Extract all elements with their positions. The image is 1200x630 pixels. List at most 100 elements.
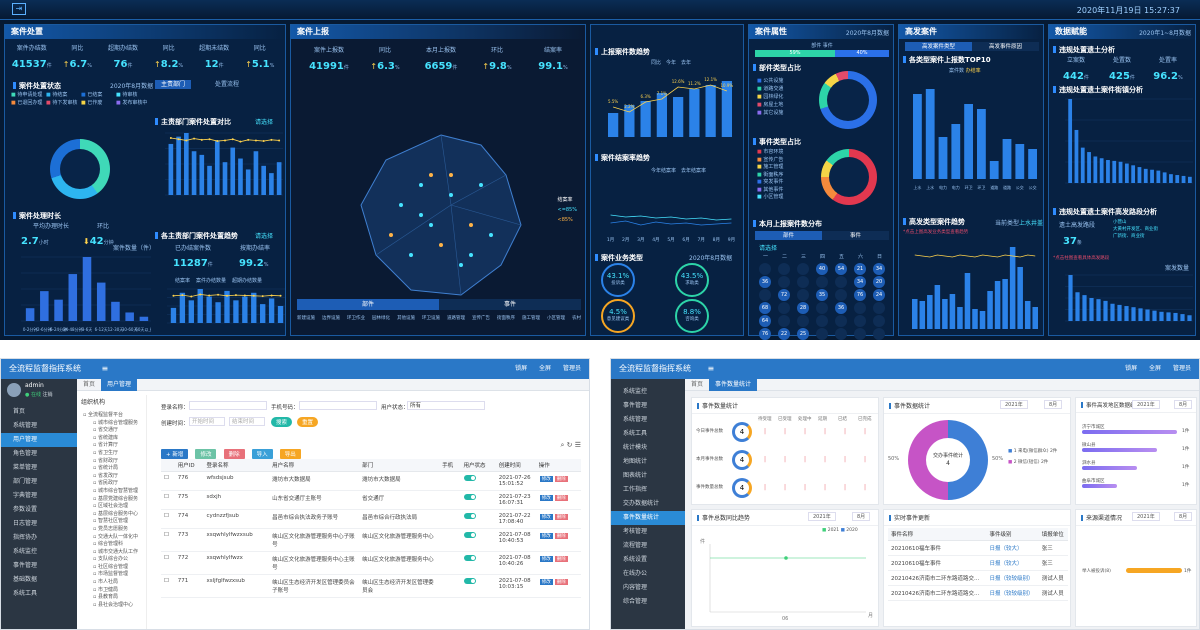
table-row[interactable]: 20210426济南市二环东路道路交... 日报（较较级别） 测试人员 (888, 570, 1068, 586)
tree-node[interactable]: ▫ 区域社会治理 (93, 503, 128, 510)
sidebar-item[interactable]: 系统监控 (13, 548, 38, 555)
row-checkbox[interactable]: ☐ (161, 490, 175, 510)
column-header[interactable]: 用户ID (174, 459, 204, 472)
trend-select[interactable]: 请选择 (255, 233, 274, 240)
map-category[interactable]: 新建设施 (297, 316, 315, 321)
row-edit-button[interactable]: 修改 (539, 579, 553, 585)
sidebar-item[interactable]: 系统工具 (623, 430, 648, 437)
sidebar-item[interactable]: 日志管理 (13, 520, 38, 527)
calendar-day[interactable]: 76 (759, 328, 771, 340)
city-map[interactable] (331, 115, 551, 315)
sidebar-item[interactable]: 字典管理 (13, 492, 38, 499)
column-header[interactable]: 创建时间 (495, 459, 536, 472)
tree-node[interactable]: ▫ 党员志愿服务 (93, 525, 128, 532)
map-category[interactable]: 环卫作业 (347, 316, 365, 321)
row-delete-button[interactable]: 删除 (554, 495, 568, 501)
column-header[interactable] (161, 459, 175, 472)
tree-node[interactable]: ▫ 城市综合管理服务 (93, 419, 138, 426)
menu-toggle-icon[interactable]: ≡ (101, 364, 109, 373)
calendar-day[interactable]: 34 (873, 263, 885, 275)
sidebar-item[interactable]: 部门管理 (13, 478, 38, 485)
map-category[interactable]: 农村管理 (572, 316, 581, 321)
tree-node[interactable]: ▫ 县社会治理中心 (93, 601, 133, 608)
table-row[interactable]: ☐ 776 wfsdsjsub 潍坊市大数据局 潍坊市大数据局 2021-07-26 15… (161, 471, 581, 491)
sidebar-item[interactable]: 统计模块 (623, 444, 648, 451)
table-row[interactable]: 20210426济南市二环东路道路交... 日报（较较级别） 测试人员 (888, 585, 1068, 601)
cal-tab-parts[interactable]: 部件 (755, 231, 822, 240)
calendar-day[interactable]: 36 (835, 302, 847, 314)
sidebar-item[interactable]: 参数设置 (13, 506, 38, 513)
tree-node[interactable]: ▫ 市人社局 (93, 579, 118, 586)
lock-screen[interactable]: 锁屏 (515, 365, 528, 372)
tree-node[interactable]: ▫ 城市交通大队工作 (93, 548, 138, 555)
calendar-day[interactable]: 64 (759, 315, 771, 327)
sidebar-item[interactable]: 交办数据统计 (623, 500, 660, 507)
calendar-day[interactable] (854, 315, 866, 327)
table-row[interactable]: ☐ 775 sdxjh 山东省交通厅主账号 省交通厅 2021-07-23 16:07:3… (161, 490, 581, 510)
calendar-day[interactable] (778, 302, 790, 314)
calendar-day[interactable]: 25 (797, 328, 809, 340)
tree-node[interactable]: ▫ 省统计局 (93, 465, 118, 472)
row-edit-button[interactable]: 修改 (539, 476, 553, 482)
import-button[interactable]: 导入 (251, 449, 273, 459)
column-header[interactable]: 用户名称 (269, 459, 360, 472)
dept-select[interactable]: 请选择 (255, 119, 274, 126)
sidebar-item[interactable]: 基础数据 (13, 576, 38, 583)
row-edit-button[interactable]: 修改 (539, 514, 553, 520)
tree-node[interactable]: ▫ 县教育局 (93, 594, 118, 601)
calendar-day[interactable] (778, 263, 790, 275)
calendar-day[interactable]: 40 (816, 263, 828, 275)
row-checkbox[interactable]: ☐ (161, 471, 175, 491)
sidebar-item[interactable]: 系统设置 (623, 556, 648, 563)
calendar-day[interactable]: 34 (854, 276, 866, 288)
calendar-day[interactable]: 20 (873, 276, 885, 288)
columns-icon[interactable]: ☰ (574, 441, 581, 449)
status-toggle[interactable] (463, 555, 476, 561)
sidebar-item[interactable]: 系统工具 (13, 590, 38, 597)
tree-node[interactable]: ▫ 省民政厅 (93, 480, 118, 487)
sidebar-item[interactable]: 系统管理 (623, 416, 648, 423)
calendar-day[interactable]: 35 (816, 289, 828, 301)
calendar-day[interactable] (816, 276, 828, 288)
cal-tab-events[interactable]: 事件 (822, 231, 889, 240)
map-category[interactable]: 街面秩序 (497, 316, 515, 321)
admin-user-menu[interactable]: 管理员 (562, 365, 581, 372)
map-category[interactable]: 边界设施 (322, 316, 340, 321)
table-row[interactable]: ☐ 772 xsqwhlylfwzx 峡山区文化旅游管理服务中心主账号 峡山区文化旅游管… (161, 551, 581, 575)
sidebar-item[interactable]: 首页 (13, 408, 26, 415)
tree-node[interactable]: ▫ 省财政厅 (93, 457, 118, 464)
calendar-day[interactable]: 24 (873, 289, 885, 301)
status-select[interactable]: 所有 (407, 401, 485, 410)
row-delete-button[interactable]: 删除 (554, 514, 568, 520)
tree-node[interactable]: ▫ 支队综合办公 (93, 556, 128, 563)
status-toggle[interactable] (463, 494, 476, 500)
calendar-day[interactable]: 36 (759, 276, 771, 288)
calendar-day[interactable] (873, 302, 885, 314)
calendar-day[interactable] (759, 263, 771, 275)
table-search-icon[interactable]: ⌕ (560, 441, 565, 449)
map-category[interactable]: 小区管理 (547, 316, 565, 321)
tree-node[interactable]: ▫ 综合管理科 (93, 541, 123, 548)
sidebar-item[interactable]: 角色管理 (13, 450, 38, 457)
map-tab-parts[interactable]: 部件 (297, 299, 439, 310)
column-header[interactable]: 登录名称 (203, 459, 270, 472)
row-edit-button[interactable]: 修改 (539, 533, 553, 539)
map-tab-events[interactable]: 事件 (439, 299, 581, 310)
phone-input[interactable] (299, 401, 377, 410)
table-row[interactable]: ☐ 773 xsqwhlylfwzxsub 峡山区文化旅游管理服务中心子账号 峡山区文化… (161, 528, 581, 552)
tree-node[interactable]: ▫ 省卫生厅 (93, 449, 118, 456)
map-category[interactable]: 其他设施 (397, 316, 415, 321)
sidebar-item[interactable]: 用户管理 (1, 433, 77, 447)
tab-high-reason[interactable]: 高发事件原因 (972, 42, 1039, 51)
column-header[interactable]: 用户状态 (460, 459, 496, 472)
calendar-day[interactable] (797, 276, 809, 288)
row-delete-button[interactable]: 删除 (554, 579, 568, 585)
search-button[interactable]: 搜索 (271, 417, 293, 427)
row-checkbox[interactable]: ☐ (161, 528, 175, 552)
status-toggle[interactable] (463, 513, 476, 519)
calendar-day[interactable] (759, 289, 771, 301)
calendar-day[interactable]: 22 (778, 328, 790, 340)
sidebar-item[interactable]: 图表统计 (623, 472, 648, 479)
row-edit-button[interactable]: 修改 (539, 495, 553, 501)
sidebar-item[interactable]: 流程管理 (623, 542, 648, 549)
